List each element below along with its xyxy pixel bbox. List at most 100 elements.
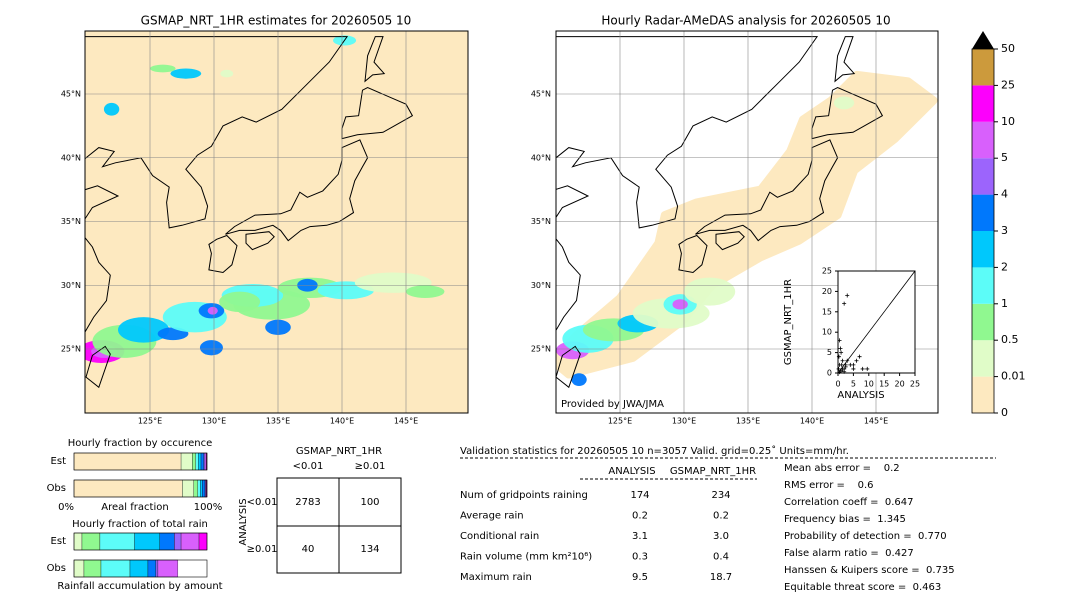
x-tick-label: 0 — [835, 380, 840, 389]
scatter-point — [854, 358, 859, 363]
rain-area — [207, 306, 218, 315]
lon-label: 140°E — [330, 417, 354, 426]
scatter-point — [836, 354, 841, 359]
row-label: Obs — [47, 483, 66, 494]
colorbar: 0 0.01 0.5 1 2 3 4 5 10 25 50 — [971, 31, 1026, 419]
fraction-segment — [204, 452, 207, 471]
score: Correlation coeff = 0.647 — [784, 497, 914, 508]
colorbar-label: 10 — [1001, 115, 1015, 128]
coastline — [811, 87, 884, 140]
lat-label: 25°N — [61, 345, 81, 354]
fraction-segment — [193, 479, 198, 498]
cell: 2783 — [295, 497, 320, 508]
fraction-segment — [73, 452, 182, 471]
left-map — [85, 31, 468, 413]
col-header: ≥0.01 — [355, 461, 386, 472]
score: Mean abs error = 0.2 — [784, 463, 900, 474]
y-tick-label: 20 — [822, 287, 832, 296]
scatter-point — [840, 366, 845, 371]
lon-label: 130°E — [202, 417, 226, 426]
validation-table: Validation statistics for 20260505 10 n=… — [460, 445, 996, 593]
rain-area — [219, 291, 261, 313]
left-map-frame — [84, 30, 469, 414]
right-map-frame — [555, 30, 939, 414]
coastline — [678, 234, 708, 274]
colorbar-label: 5 — [1001, 151, 1008, 164]
axis-right: 100% — [194, 502, 223, 513]
row-label: Obs — [47, 563, 66, 574]
lon-label: 125°E — [138, 417, 162, 426]
fraction-segment — [134, 532, 160, 551]
fraction-segment — [197, 479, 201, 498]
colorbar-band — [972, 158, 994, 195]
rain-area — [220, 69, 234, 78]
fraction-segment — [180, 452, 193, 471]
cell: 100 — [360, 497, 379, 508]
bar-frame — [73, 559, 208, 578]
x-tick-label: 20 — [895, 380, 905, 389]
lat-label: 25°N — [531, 345, 551, 354]
lon-label: 145°E — [394, 417, 418, 426]
colorbar-label: 0 — [1001, 406, 1008, 419]
score: False alarm ratio = 0.427 — [784, 548, 914, 559]
colorbar-band — [972, 194, 994, 231]
row-label: Est — [51, 456, 67, 467]
scatter-point — [836, 366, 841, 371]
colorbar-label: 1 — [1001, 297, 1008, 310]
lat-label: 45°N — [531, 90, 551, 99]
colorbar-label: 25 — [1001, 78, 1015, 91]
colorbar-band — [972, 49, 994, 86]
rain-area — [833, 96, 855, 110]
colorbar-label: 3 — [1001, 224, 1008, 237]
coastline — [225, 139, 369, 242]
y-tick-label: 25 — [822, 267, 832, 276]
fraction-segment — [99, 532, 135, 551]
colorbar-band — [972, 231, 994, 268]
row-header: ≥0.01 — [247, 544, 278, 555]
score: Probability of detection = 0.770 — [784, 531, 947, 542]
fraction-segment — [73, 479, 183, 498]
row-label: Rain volume (mm km²10⁶) — [460, 552, 592, 563]
colorbar-extend — [972, 31, 994, 49]
y-tick-label: 15 — [822, 307, 832, 316]
lat-label: 35°N — [61, 217, 81, 226]
analysis-value: 9.5 — [632, 572, 648, 583]
fraction-segment — [174, 532, 182, 551]
lat-label: 45°N — [61, 90, 81, 99]
colorbar-label: 0.01 — [1001, 370, 1026, 383]
contingency-table: GSMAP_NRT_1HR <0.01 ≥0.01 ANALYSIS <0.01… — [238, 446, 402, 574]
analysis-value: 3.1 — [632, 531, 648, 542]
rain-area — [571, 373, 587, 386]
fraction-segment — [203, 452, 206, 471]
gsmap-value: 18.7 — [710, 572, 732, 583]
scatter-point — [857, 354, 862, 359]
fraction-segment — [159, 532, 175, 551]
colorbar-band — [972, 85, 994, 122]
rain-area — [684, 277, 736, 306]
coastline — [556, 36, 819, 332]
fraction-segment — [73, 532, 83, 551]
left-map-title: GSMAP_NRT_1HR estimates for 20260505 10 — [141, 14, 412, 28]
fraction-segment — [202, 479, 206, 498]
colorbar-label: 2 — [1001, 260, 1008, 273]
lat-label: 40°N — [61, 153, 81, 162]
total-rain-footer: Rainfall accumulation by amount — [57, 581, 222, 592]
row-label: Conditional rain — [460, 531, 539, 542]
contingency-title: GSMAP_NRT_1HR — [296, 446, 382, 457]
analysis-value: 0.2 — [632, 511, 648, 522]
row-header: <0.01 — [247, 497, 278, 508]
scatter-point — [860, 366, 865, 371]
fraction-segment — [195, 452, 199, 471]
coastline — [341, 87, 414, 140]
colorbar-label: 4 — [1001, 188, 1008, 201]
gsmap-value: 0.2 — [713, 511, 729, 522]
lon-label: 135°E — [736, 417, 760, 426]
scatter-point — [837, 338, 842, 343]
fraction-segment — [155, 559, 159, 578]
fraction-segment — [129, 559, 149, 578]
rain-area — [103, 102, 120, 116]
scatter-point — [839, 362, 844, 367]
validation-header: Validation statistics for 20260505 10 n=… — [460, 445, 849, 457]
scatter-point — [845, 358, 850, 363]
colorbar-band — [972, 376, 994, 413]
